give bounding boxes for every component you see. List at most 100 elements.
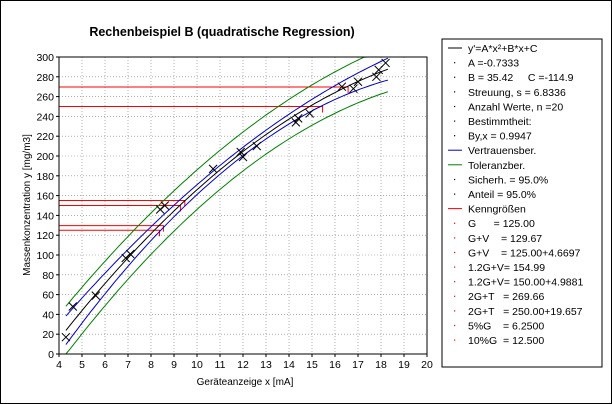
data-point xyxy=(238,152,248,162)
level-line xyxy=(59,106,324,113)
data-point-stroke xyxy=(305,109,315,118)
x-tick-label: 15 xyxy=(306,359,318,371)
data-point-stroke xyxy=(68,302,78,311)
legend-swatch-dot xyxy=(454,222,456,224)
legend-swatch-dot xyxy=(454,266,456,268)
legend: y'=A*x²+B*x+C A =-0.7333 B = 35.42 C =-114… xyxy=(441,38,603,368)
legend-entry: B = 35.42 C =-114.9 xyxy=(468,72,574,84)
data-point-stroke xyxy=(349,84,358,94)
legend-entry: 1.2G+V= 154.99 xyxy=(468,262,545,274)
legend-swatch-dot xyxy=(454,310,456,312)
y-tick-label: 260 xyxy=(36,92,54,104)
x-tick-label: 7 xyxy=(125,359,131,371)
legend-entry: A =-0.7333 xyxy=(468,58,519,70)
data-point-stroke xyxy=(61,332,71,342)
data-point xyxy=(372,72,381,82)
y-tick-label: 120 xyxy=(36,230,54,242)
x-tick-label: 17 xyxy=(352,359,364,371)
y-tick-label: 140 xyxy=(36,210,54,222)
x-tick-label: 4 xyxy=(56,359,62,371)
y-tick-label: 60 xyxy=(42,290,54,302)
data-point-stroke xyxy=(374,65,384,75)
data-point-stroke xyxy=(252,141,262,151)
data-point xyxy=(353,77,363,87)
data-point xyxy=(381,58,390,68)
regression-line xyxy=(65,68,389,331)
legend-entry: Bestimmtheit: xyxy=(468,116,532,128)
legend-entry: 10%G = 12.500 xyxy=(468,335,544,347)
y-tick-label: 80 xyxy=(42,270,54,282)
data-point-stroke xyxy=(125,249,135,259)
data-point-stroke xyxy=(208,164,218,174)
legend-swatch-dot xyxy=(454,193,456,195)
data-point-stroke xyxy=(293,114,303,123)
tolerance-upper-line xyxy=(65,56,388,307)
legend-entry: y'=A*x²+B*x+C xyxy=(468,43,538,55)
legend-swatch-dot xyxy=(454,295,456,297)
confidence-upper-line xyxy=(65,57,389,317)
legend-swatch-dot xyxy=(454,324,456,327)
legend-box xyxy=(441,38,603,368)
legend-swatch-dot xyxy=(454,135,456,137)
legend-swatch-dot xyxy=(454,62,456,64)
legend-swatch-dot xyxy=(454,339,456,341)
y-tick-label: 200 xyxy=(36,151,54,163)
data-point xyxy=(252,141,262,151)
data-point xyxy=(68,302,78,311)
x-tick-label: 16 xyxy=(329,359,341,371)
data-point-stroke xyxy=(236,147,246,157)
x-tick-label: 13 xyxy=(260,359,272,371)
data-point xyxy=(349,84,358,94)
data-point-stroke xyxy=(353,77,363,87)
y-tick-label: 40 xyxy=(42,309,54,321)
data-point xyxy=(236,147,246,157)
y-tick-label: 100 xyxy=(36,250,54,262)
data-point xyxy=(337,82,347,92)
level-line xyxy=(59,229,161,237)
data-point xyxy=(291,117,301,127)
y-tick-label: 20 xyxy=(42,329,54,341)
x-tick-label: 8 xyxy=(148,359,154,371)
x-axis-title: Geräteanzeige x [mA] xyxy=(197,377,294,388)
x-tick-label: 12 xyxy=(237,359,249,371)
legend-entry: Anzahl Werte, n =20 xyxy=(468,101,563,113)
data-point-stroke xyxy=(372,72,381,82)
legend-entry: 2G+T = 250.00+19.657 xyxy=(468,306,583,318)
data-point-stroke xyxy=(291,117,301,127)
data-point-stroke xyxy=(381,58,390,68)
axes: 4 5 6 7 8 9 10 11 12 13 14 15 16 17 18 19 20020406080100… xyxy=(36,52,433,371)
legend-entry: G+V = 129.67 xyxy=(468,233,542,245)
legend-entry: Sicherh. = 95.0% xyxy=(468,174,548,186)
data-point xyxy=(208,164,218,174)
legend-swatch-dot xyxy=(454,281,456,283)
x-tick-label: 11 xyxy=(215,359,226,371)
legend-swatch-dot xyxy=(454,237,456,239)
data-point xyxy=(125,249,135,259)
x-tick-label: 9 xyxy=(171,359,177,371)
data-point xyxy=(374,65,384,75)
y-tick-label: 280 xyxy=(36,72,54,84)
legend-entry: Kenngrößen xyxy=(468,204,526,216)
data-point-stroke xyxy=(337,82,347,92)
data-points xyxy=(61,58,390,342)
data-point xyxy=(160,201,170,210)
data-point xyxy=(305,109,315,118)
tolerance-lower-line xyxy=(65,91,389,355)
x-tick-label: 14 xyxy=(283,359,295,371)
data-point xyxy=(293,114,303,123)
legend-entry: 5%G = 6.2500 xyxy=(468,320,544,332)
data-point xyxy=(91,291,101,300)
x-tick-label: 18 xyxy=(375,359,387,371)
legend-swatch-dot xyxy=(454,178,456,181)
legend-swatch-dot xyxy=(454,91,456,93)
confidence-lower-line xyxy=(65,79,389,345)
chart-title: Rechenbeispiel B (quadratische Regressio… xyxy=(89,25,354,39)
regression-curves xyxy=(65,56,389,355)
y-tick-label: 180 xyxy=(36,171,54,183)
legend-entry: G = 125.00 xyxy=(468,218,535,230)
legend-swatch-dot xyxy=(454,120,456,122)
legend-swatch-dot xyxy=(454,251,456,254)
data-point xyxy=(61,332,71,342)
legend-entry: 1.2G+V= 150.00+4.9881 xyxy=(468,277,583,289)
